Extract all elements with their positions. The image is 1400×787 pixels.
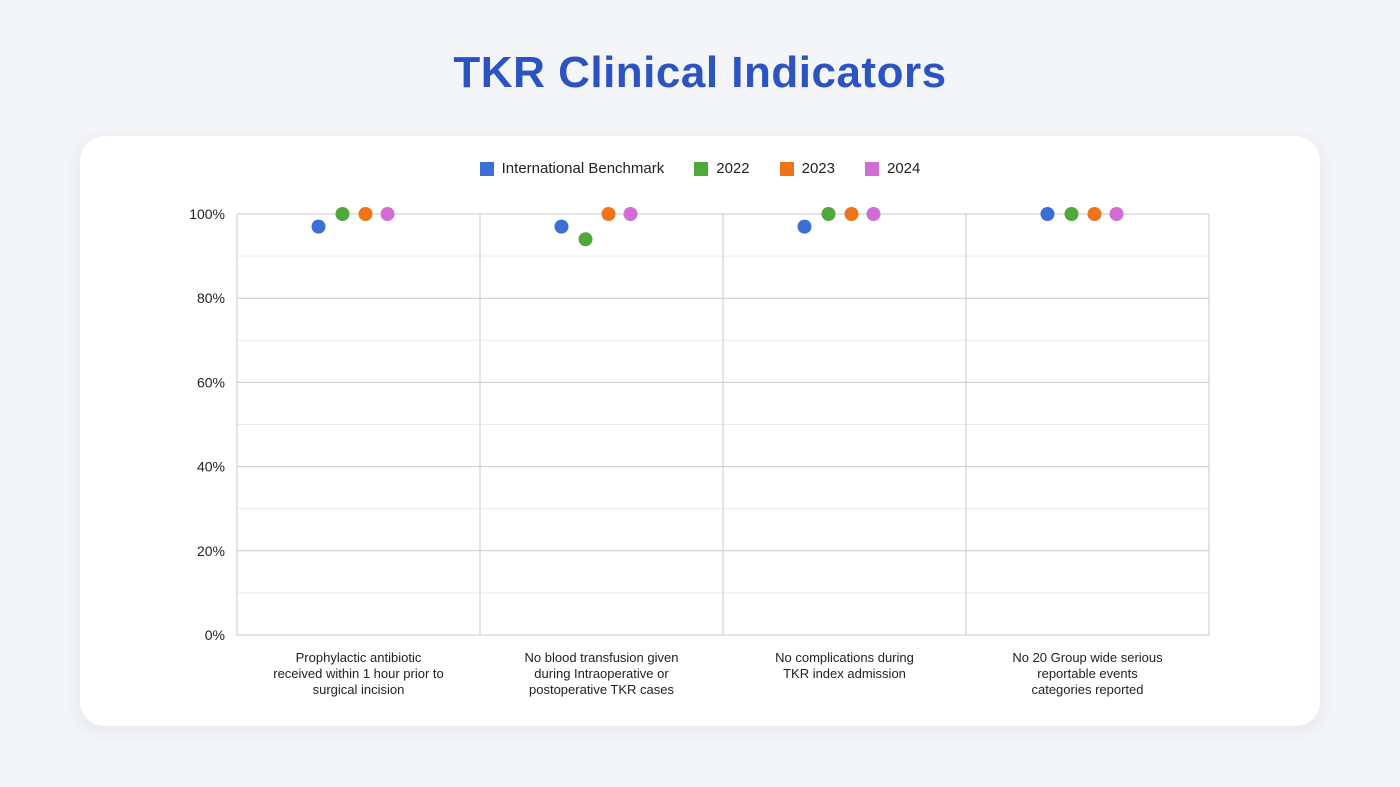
legend-label: 2023 [801,160,835,177]
x-category-label: No complications during TKR index admissi… [775,650,914,681]
legend-label: International Benchmark [501,160,665,177]
legend-item-2023[interactable]: 2023 [779,160,835,177]
y-tick-label: 60% [197,374,225,390]
legend-swatch [779,161,794,176]
legend-item-international-benchmark[interactable]: International Benchmark [479,160,665,177]
data-point-international-benchmark[interactable] [797,219,812,234]
x-category-label: No 20 Group wide serious reportable event… [1012,650,1163,697]
data-point-2024[interactable] [1109,207,1124,221]
page-title: TKR Clinical Indicators [453,48,947,97]
data-point-international-benchmark[interactable] [554,219,569,234]
legend-swatch [694,161,709,176]
y-tick-label: 80% [197,290,225,306]
data-point-international-benchmark[interactable] [1040,207,1055,221]
data-point-2024[interactable] [380,207,395,221]
legend-label: 2024 [886,160,921,177]
legend-item-2022[interactable]: 2022 [694,160,750,177]
y-tick-label: 40% [197,459,225,475]
data-point-2023[interactable] [601,207,616,221]
data-point-2022[interactable] [578,232,593,247]
x-category-label: Prophylactic antibiotic received within 1… [273,650,444,697]
data-point-2024[interactable] [866,207,881,221]
x-category-label: No blood transfusion given during Intraop… [525,650,679,697]
legend-swatch [864,161,879,176]
chart-legend: International Benchmark 2022 2023 2024 [80,160,1320,177]
legend-swatch [479,161,494,176]
chart-plot: 0% 20% 40% 60% 80% 100% Prophylactic antibioti… [189,206,1210,697]
y-tick-label: 20% [197,543,225,559]
data-point-2022[interactable] [1064,207,1079,221]
legend-item-2024[interactable]: 2024 [864,160,921,177]
data-point-2022[interactable] [335,207,350,221]
y-tick-label: 0% [205,627,225,643]
data-point-2024[interactable] [623,207,638,221]
data-point-2023[interactable] [358,207,373,221]
chart-card: International Benchmark 2022 2023 2024 0% 20… [80,136,1320,726]
y-tick-label: 100% [189,206,225,222]
data-point-2023[interactable] [844,207,859,221]
legend-label: 2022 [716,160,750,177]
data-point-international-benchmark[interactable] [311,219,326,234]
data-point-2023[interactable] [1087,207,1102,221]
data-point-2022[interactable] [821,207,836,221]
